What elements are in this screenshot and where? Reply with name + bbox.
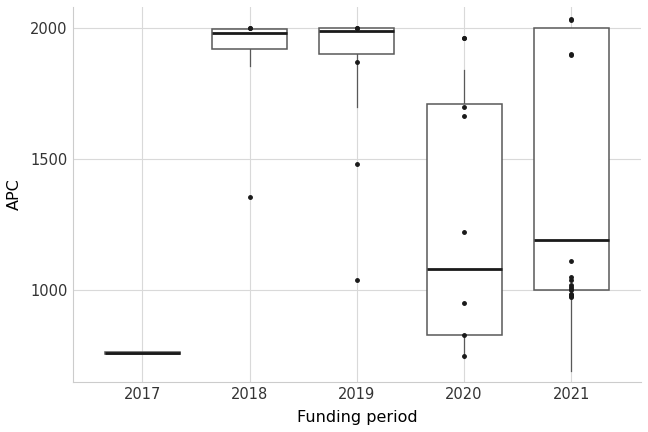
X-axis label: Funding period: Funding period [297, 410, 417, 425]
Y-axis label: APC: APC [7, 178, 22, 210]
Bar [534, 28, 609, 290]
Bar [319, 29, 395, 54]
Bar [426, 104, 502, 335]
Bar [212, 29, 287, 49]
